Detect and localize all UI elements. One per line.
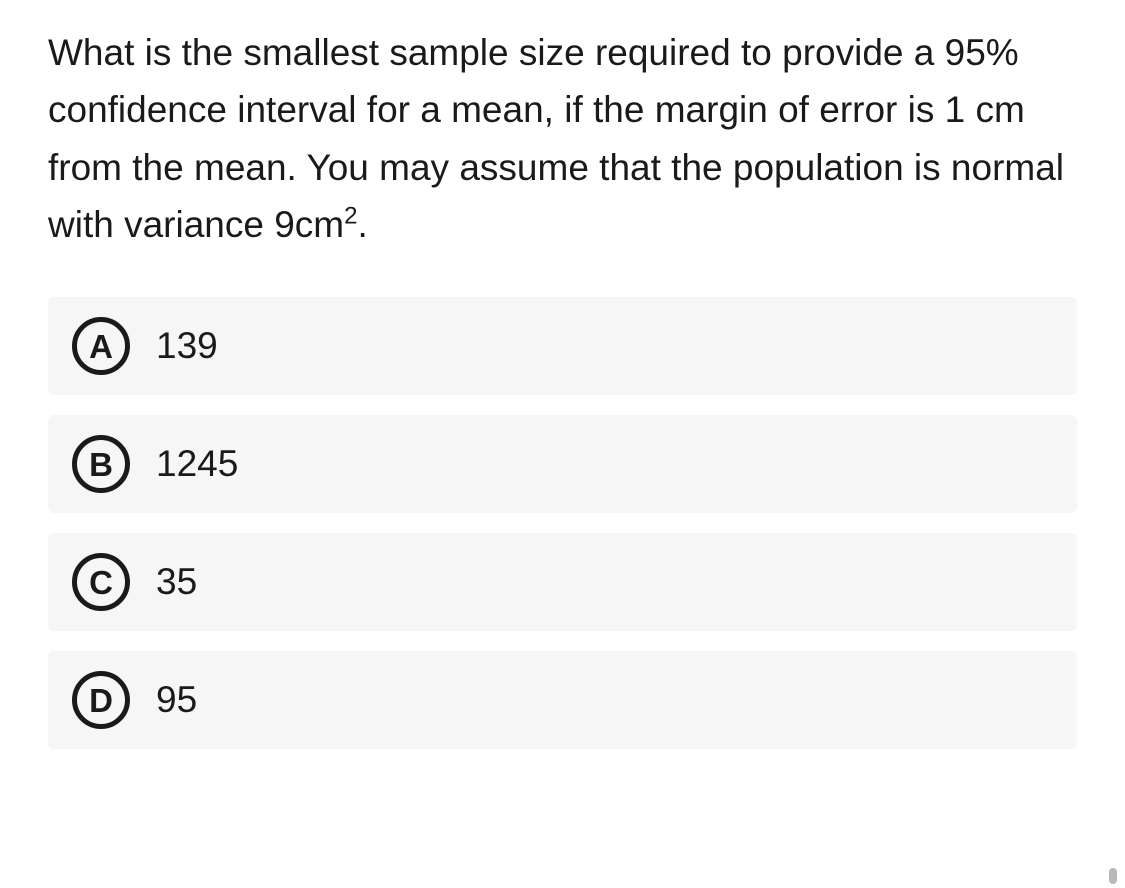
option-text: 1245	[156, 443, 238, 485]
question-superscript: 2	[344, 203, 357, 230]
scrollbar-indicator	[1109, 868, 1117, 884]
option-letter: B	[89, 448, 113, 481]
option-letter: A	[89, 330, 113, 363]
option-a[interactable]: A 139	[48, 297, 1077, 395]
question-text: What is the smallest sample size require…	[48, 24, 1077, 253]
option-letter-badge: C	[72, 553, 130, 611]
option-text: 35	[156, 561, 197, 603]
option-letter-badge: A	[72, 317, 130, 375]
option-text: 139	[156, 325, 218, 367]
option-letter-badge: D	[72, 671, 130, 729]
question-suffix: .	[357, 204, 367, 245]
quiz-container: What is the smallest sample size require…	[0, 0, 1125, 757]
option-d[interactable]: D 95	[48, 651, 1077, 749]
option-b[interactable]: B 1245	[48, 415, 1077, 513]
options-list: A 139 B 1245 C 35 D 95	[48, 297, 1077, 749]
option-letter: C	[89, 566, 113, 599]
option-c[interactable]: C 35	[48, 533, 1077, 631]
option-text: 95	[156, 679, 197, 721]
option-letter: D	[89, 684, 113, 717]
question-prefix: What is the smallest sample size require…	[48, 32, 1064, 245]
option-letter-badge: B	[72, 435, 130, 493]
